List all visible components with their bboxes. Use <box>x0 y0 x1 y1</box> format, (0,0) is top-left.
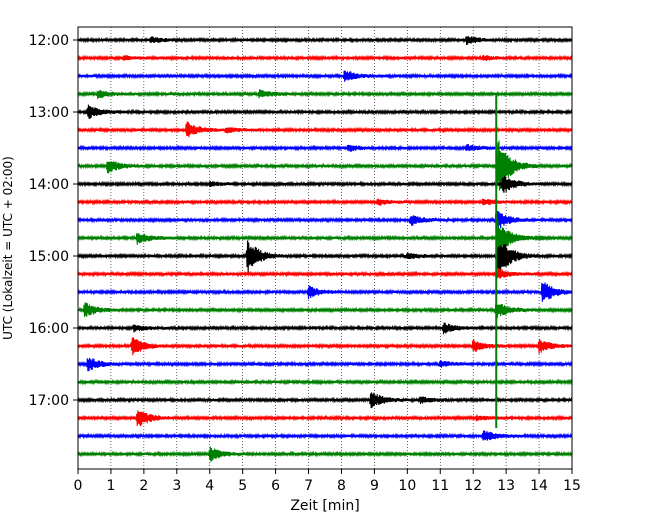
y-axis-ticks: 12:00 13:00 14:00 15:00 16:00 17:00 <box>29 33 78 409</box>
x-tick-label: 13 <box>497 478 515 494</box>
trace-line <box>77 70 573 82</box>
trace-line <box>77 104 573 119</box>
x-tick-label: 15 <box>563 478 581 494</box>
trace-line <box>77 267 573 279</box>
y-tick-label: 12:00 <box>29 33 69 49</box>
x-tick-label: 0 <box>74 478 83 494</box>
plot-frame <box>77 26 573 470</box>
trace-line <box>77 392 573 409</box>
trace-line <box>77 175 573 193</box>
trace-line <box>77 282 573 302</box>
x-axis-title: Zeit [min] <box>290 498 359 514</box>
x-tick-label: 2 <box>139 478 148 494</box>
large-event-layer <box>495 94 556 428</box>
trace-line <box>77 54 573 62</box>
trace-line <box>77 337 573 356</box>
trace-line <box>77 219 573 255</box>
x-axis-ticks: 0 1 2 3 4 5 6 7 8 9 10 11 12 13 14 15 <box>74 469 581 494</box>
trace-line <box>77 144 573 152</box>
y-tick-label: 15:00 <box>29 249 69 265</box>
y-tick-label: 16:00 <box>29 321 69 337</box>
x-tick-label: 12 <box>464 478 482 494</box>
x-tick-label: 14 <box>530 478 548 494</box>
trace-line <box>77 35 573 45</box>
x-tick-label: 6 <box>271 478 280 494</box>
x-tick-label: 3 <box>172 478 181 494</box>
trace-line <box>77 140 573 191</box>
x-tick-label: 11 <box>431 478 449 494</box>
x-tick-label: 7 <box>304 478 313 494</box>
trace-lines <box>77 35 573 462</box>
x-tick-label: 4 <box>205 478 214 494</box>
trace-line <box>77 446 573 462</box>
trace-line <box>77 234 573 277</box>
y-tick-label: 14:00 <box>29 177 69 193</box>
x-tick-label: 1 <box>106 478 115 494</box>
y-tick-label: 17:00 <box>29 393 69 409</box>
trace-line <box>77 198 573 206</box>
y-axis-title: UTC (Lokalzeit = UTC + 02:00) <box>1 156 15 340</box>
trace-line <box>77 357 573 372</box>
trace-line <box>77 322 573 335</box>
trace-line <box>77 121 573 138</box>
x-tick-label: 9 <box>370 478 379 494</box>
y-tick-label: 13:00 <box>29 105 69 121</box>
trace-line <box>77 378 573 386</box>
trace-line <box>77 410 573 427</box>
trace-line <box>77 210 573 229</box>
large-event-coda <box>495 228 556 249</box>
x-tick-label: 10 <box>398 478 416 494</box>
x-tick-label: 8 <box>337 478 346 494</box>
trace-line <box>77 302 573 318</box>
trace-line <box>77 89 573 99</box>
trace-line <box>77 430 573 441</box>
x-tick-label: 5 <box>238 478 247 494</box>
